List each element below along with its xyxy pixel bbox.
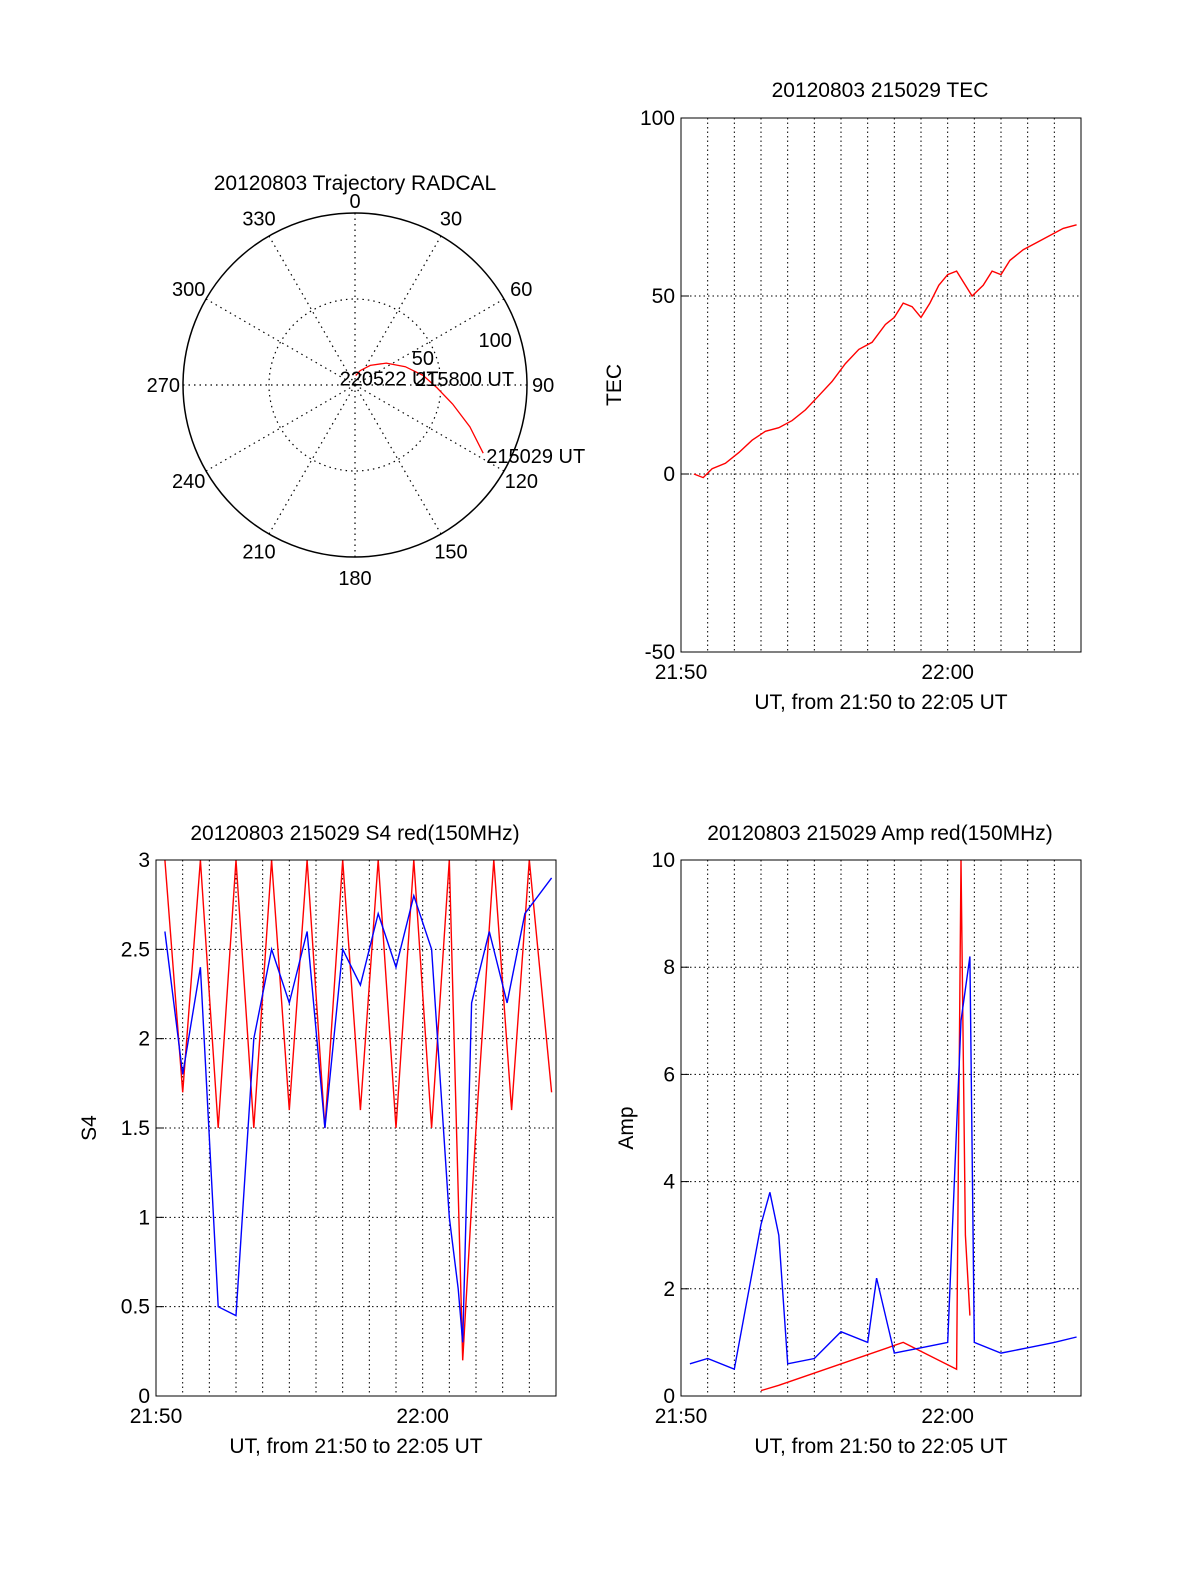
y-tick-label: -50 [645, 641, 675, 664]
polar-spoke [354, 235, 442, 386]
polar-ring [268, 298, 442, 472]
polar-angle-labels: 0 30 60 90 120 150 180 210 240 270 300 330 [147, 191, 555, 590]
x-tick-label: 21:50 [130, 1405, 183, 1428]
trajectory-time-label: 215800 UT [415, 369, 514, 391]
y-tick-label: 50 [652, 285, 675, 308]
s4-xlabel: UT, from 21:50 to 22:05 UT [229, 1435, 482, 1458]
polar-angle-label: 120 [505, 471, 538, 493]
polar-angle-label: 30 [440, 209, 462, 231]
polar-spoke [354, 298, 505, 386]
y-tick-label: 2.5 [121, 938, 150, 961]
series-line [164, 859, 553, 1361]
polar-spoke [354, 384, 505, 472]
y-tick-label: 3 [138, 849, 150, 872]
x-tick-label: 21:50 [655, 661, 708, 684]
series-line [760, 859, 971, 1392]
tec-plot-frame [680, 117, 1082, 653]
s4-title: 20120803 215029 S4 red(150MHz) [190, 822, 519, 845]
series-line [689, 956, 1077, 1371]
amp-ylabel: Amp [615, 1106, 638, 1149]
tec-xlabel: UT, from 21:50 to 22:05 UT [754, 691, 1007, 714]
trajectory-line [355, 362, 484, 454]
s4-ticks: 0 0.5 1 1.5 2 2.5 3 21:50 22:00 [121, 849, 449, 1428]
polar-angle-label: 210 [242, 541, 275, 563]
tec-ylabel: TEC [603, 364, 626, 406]
y-tick-label: 8 [663, 956, 675, 979]
x-tick-label: 22:00 [396, 1405, 449, 1428]
s4-series [164, 859, 553, 1361]
y-tick-label: 100 [640, 107, 675, 130]
polar-radial-labels: 50 100 [412, 330, 512, 370]
polar-angle-label: 150 [434, 541, 467, 563]
y-tick-label: 0 [663, 1385, 675, 1408]
polar-radial-label: 100 [479, 330, 512, 352]
y-tick-label: 6 [663, 1063, 675, 1086]
trajectory-time-label: 215029 UT [486, 446, 585, 468]
amp-xlabel: UT, from 21:50 to 22:05 UT [754, 1435, 1007, 1458]
trajectory-time-label: 220522 UT [340, 368, 439, 390]
y-tick-label: 1.5 [121, 1117, 150, 1140]
amp-series [689, 859, 1077, 1392]
trajectory-series [355, 362, 484, 454]
polar-radial-label: 50 [412, 348, 434, 370]
y-tick-label: 2 [138, 1028, 150, 1051]
x-tick-label: 22:00 [921, 661, 974, 684]
polar-grid [183, 213, 527, 557]
amp-panel: 20120803 215029 Amp red(150MHz) 0 2 4 6 8 10 2… [615, 822, 1082, 1458]
trajectory-title: 20120803 Trajectory RADCAL [214, 172, 497, 195]
y-tick-label: 0.5 [121, 1296, 150, 1319]
tec-series [693, 224, 1077, 479]
polar-outer-circle [182, 212, 528, 558]
polar-spoke [205, 298, 356, 386]
polar-angle-label: 240 [172, 471, 205, 493]
polar-spoke [268, 384, 356, 535]
y-tick-label: 0 [663, 463, 675, 486]
tec-title: 20120803 215029 TEC [772, 79, 989, 102]
polar-angle-label: 90 [532, 375, 554, 397]
polar-angle-label: 0 [349, 191, 360, 213]
polar-spoke [268, 235, 356, 386]
y-tick-label: 0 [138, 1385, 150, 1408]
amp-plot-frame [680, 859, 1082, 1397]
x-tick-label: 21:50 [655, 1405, 708, 1428]
series-line [693, 224, 1077, 479]
series-line [164, 877, 553, 1343]
polar-angle-label: 60 [510, 279, 532, 301]
polar-angle-label: 180 [338, 568, 371, 590]
y-tick-label: 1 [138, 1206, 150, 1229]
y-tick-label: 2 [663, 1278, 675, 1301]
s4-ylabel: S4 [78, 1115, 101, 1141]
x-tick-label: 22:00 [921, 1405, 974, 1428]
amp-ticks: 0 2 4 6 8 10 21:50 22:00 [652, 849, 974, 1428]
trajectory-panel: 20120803 Trajectory RADCAL 0 30 60 90 120 150… [147, 172, 586, 590]
y-tick-label: 10 [652, 849, 675, 872]
s4-grid [156, 860, 556, 1396]
tec-grid [681, 118, 1081, 652]
amp-title: 20120803 215029 Amp red(150MHz) [707, 822, 1053, 845]
tec-ticks: -50 0 50 100 21:50 22:00 [640, 107, 974, 684]
polar-angle-label: 270 [147, 375, 180, 397]
y-tick-label: 4 [663, 1171, 675, 1194]
polar-spoke [354, 384, 442, 535]
polar-angle-label: 300 [172, 279, 205, 301]
s4-panel: 20120803 215029 S4 red(150MHz) 0 0.5 1 1.5 2… [78, 822, 557, 1458]
polar-spoke [205, 384, 356, 472]
polar-angle-label: 330 [242, 209, 275, 231]
